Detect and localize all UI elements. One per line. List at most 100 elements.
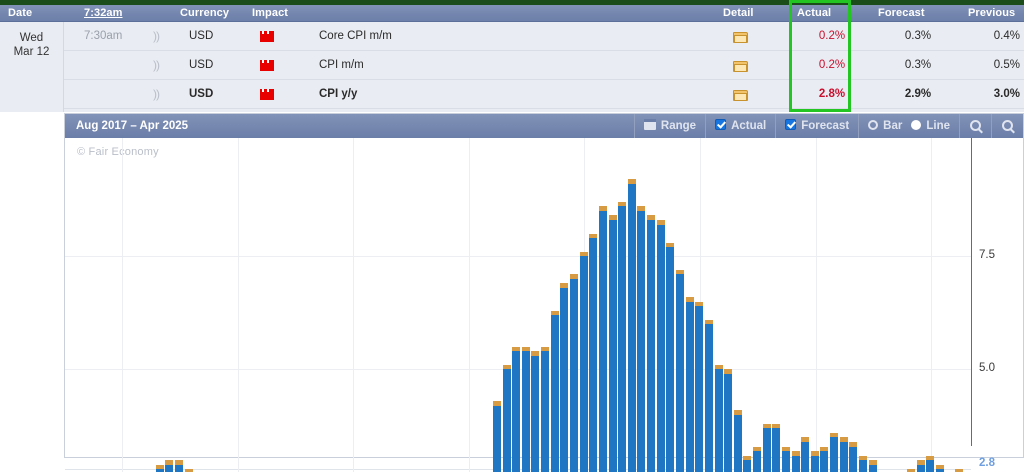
chart-bar-forecast-cap — [859, 455, 868, 461]
chart-bar-forecast-cap — [781, 446, 790, 452]
chart-bar-forecast-cap — [656, 219, 665, 225]
chart-gridline-vertical — [353, 138, 355, 472]
chart-bar — [801, 437, 810, 472]
chart-bar-forecast-cap — [627, 179, 636, 184]
forecast-checkbox[interactable]: Forecast — [775, 114, 858, 138]
chart-bar-forecast-cap — [492, 401, 501, 406]
chart-bar — [704, 319, 713, 472]
table-row[interactable]: )) USD CPI y/y 2.8% 2.9% 3.0% — [64, 80, 1024, 109]
chart-bar-forecast-cap — [907, 469, 916, 472]
range-label: Range — [660, 120, 697, 132]
column-header-actual[interactable]: Actual — [797, 7, 832, 19]
chart-bar-forecast-cap — [772, 423, 781, 429]
chart-bar — [916, 460, 925, 472]
chart-gridline-horizontal — [65, 256, 971, 258]
detail-folder-icon[interactable] — [733, 80, 748, 109]
chart-bar-forecast-cap — [724, 369, 733, 374]
chart-current-value-label: 2.8 — [979, 457, 995, 470]
chart-bar — [502, 364, 511, 472]
zoom-out-icon — [1002, 120, 1013, 131]
value-forecast: 0.3% — [904, 59, 932, 71]
value-forecast: 2.9% — [904, 88, 932, 100]
chart-bar — [579, 251, 588, 472]
event-currency: USD — [189, 30, 214, 42]
column-header-impact[interactable]: Impact — [252, 7, 289, 19]
chart-bar — [868, 460, 877, 472]
column-header-date[interactable]: Date — [8, 7, 33, 19]
chart-bar — [512, 346, 521, 472]
chart-gridline-vertical — [468, 138, 470, 472]
forecast-checkbox-label: Forecast — [801, 120, 850, 132]
annotation-top-strip — [0, 0, 1024, 5]
chart-bar-forecast-cap — [608, 215, 617, 220]
chart-bar-forecast-cap — [743, 455, 752, 461]
event-currency: USD — [189, 59, 214, 71]
column-header-previous[interactable]: Previous — [968, 7, 1016, 19]
chart-bar-forecast-cap — [502, 364, 511, 370]
column-header-detail[interactable]: Detail — [723, 7, 754, 19]
chart-bar-forecast-cap — [579, 251, 588, 257]
calendar-icon — [643, 119, 656, 130]
bar-radio[interactable]: Bar — [858, 114, 906, 138]
speaker-icon[interactable]: )) — [153, 29, 160, 43]
speaker-icon[interactable]: )) — [153, 58, 160, 72]
chart-bar-forecast-cap — [589, 233, 598, 239]
chart-bar-forecast-cap — [598, 206, 607, 211]
detail-folder-icon[interactable] — [733, 22, 748, 51]
chart-bar-forecast-cap — [541, 346, 550, 352]
chart-bar — [762, 423, 771, 472]
speaker-icon[interactable]: )) — [153, 87, 160, 101]
actual-checkbox[interactable]: Actual — [705, 114, 775, 138]
chart-bar — [666, 242, 675, 472]
zoom-out-button[interactable] — [991, 114, 1023, 138]
zoom-in-button[interactable] — [959, 114, 991, 138]
column-header-currency[interactable]: Currency — [180, 7, 230, 19]
chart-bar — [859, 455, 868, 472]
chart-bar — [781, 446, 790, 472]
column-header-forecast[interactable]: Forecast — [878, 7, 925, 19]
chart-y-axis — [971, 138, 972, 446]
event-title[interactable]: CPI m/m — [319, 59, 364, 71]
chart-watermark: © Fair Economy — [77, 146, 159, 158]
checkbox-checked-icon — [785, 119, 797, 130]
chart-bar — [155, 464, 164, 472]
event-title[interactable]: CPI y/y — [319, 88, 358, 100]
calendar-body: Wed Mar 12 7:30am )) USD Core CPI m/m 0.… — [0, 22, 1024, 112]
checkbox-checked-icon — [715, 119, 727, 130]
chart-plot-area[interactable]: © Fair Economy 0.02.55.07.52.8 201820192… — [65, 138, 1023, 472]
chart-bar-forecast-cap — [810, 451, 819, 456]
chart-bar-forecast-cap — [839, 437, 848, 442]
value-previous: 0.5% — [993, 59, 1020, 71]
range-button[interactable]: Range — [633, 114, 705, 138]
line-radio[interactable]: Line — [906, 114, 959, 138]
chart-bar-forecast-cap — [820, 446, 829, 452]
high-impact-icon — [260, 80, 274, 109]
chart-bar — [810, 451, 819, 472]
chart-bar-forecast-cap — [791, 451, 800, 456]
chart-bar — [521, 346, 530, 472]
chart-titlebar: Aug 2017 – Apr 2025 Range Actual Forecas… — [65, 114, 1023, 138]
chart-bar — [714, 364, 723, 472]
column-header-time[interactable]: 7:32am — [84, 7, 123, 19]
date-weekday: Wed — [19, 32, 44, 44]
chart-bar — [627, 179, 636, 472]
value-actual: 0.2% — [818, 30, 846, 42]
detail-folder-icon[interactable] — [733, 51, 748, 80]
chart-bar-forecast-cap — [868, 460, 877, 465]
chart-bar-forecast-cap — [637, 206, 646, 211]
chart-y-tick-label: 5.0 — [979, 362, 995, 375]
chart-bar — [174, 460, 183, 472]
value-actual: 2.8% — [818, 88, 846, 100]
chart-bar-forecast-cap — [647, 215, 656, 220]
value-previous: 0.4% — [993, 30, 1020, 42]
high-impact-icon — [260, 51, 274, 80]
chart-bar-forecast-cap — [512, 346, 521, 352]
chart-bar-forecast-cap — [926, 455, 935, 461]
table-row[interactable]: )) USD CPI m/m 0.2% 0.3% 0.5% — [64, 51, 1024, 80]
table-row[interactable]: 7:30am )) USD Core CPI m/m 0.2% 0.3% 0.4… — [64, 22, 1024, 51]
chart-bar — [839, 437, 848, 472]
event-title[interactable]: Core CPI m/m — [319, 30, 392, 42]
chart-bar-forecast-cap — [830, 432, 839, 438]
chart-bar-forecast-cap — [801, 437, 810, 442]
event-time: 7:30am — [84, 30, 123, 42]
